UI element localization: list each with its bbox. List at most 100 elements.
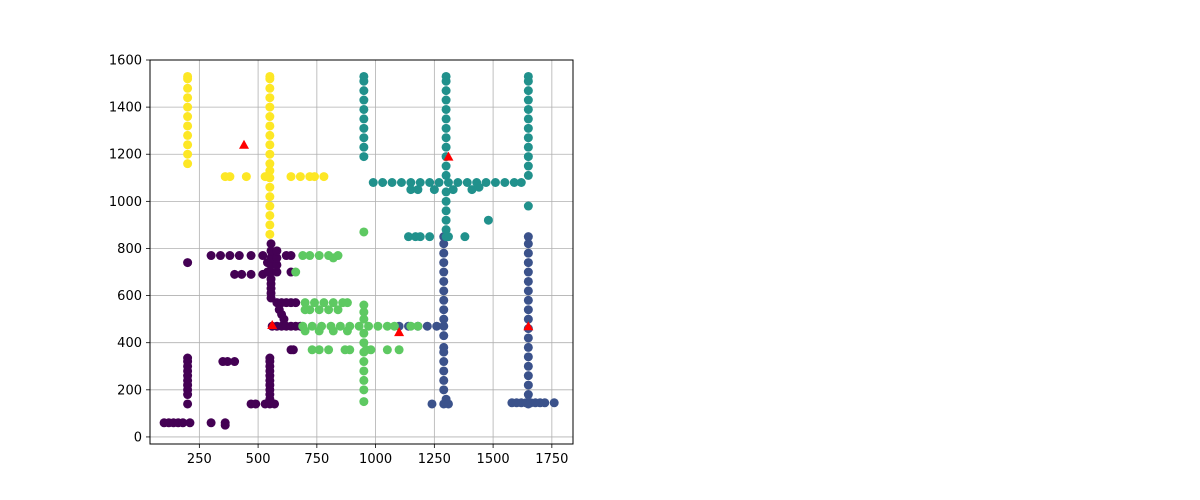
scatter-point bbox=[225, 172, 235, 182]
scatter-point bbox=[183, 102, 193, 112]
scatter-point bbox=[272, 253, 282, 263]
scatter-point bbox=[335, 321, 345, 331]
y-tick-label: 1000 bbox=[109, 195, 142, 210]
centroid-marker bbox=[523, 321, 534, 331]
scatter-point bbox=[509, 178, 519, 188]
scatter-point bbox=[523, 152, 533, 162]
x-tick-label: 1250 bbox=[418, 452, 451, 467]
scatter-point bbox=[272, 260, 282, 270]
scatter-point bbox=[300, 298, 310, 308]
centroid-marker bbox=[267, 320, 278, 330]
scatter-point bbox=[396, 178, 406, 188]
scatter-point bbox=[298, 251, 308, 261]
scatter-point bbox=[359, 123, 369, 133]
scatter-point bbox=[206, 251, 216, 261]
scatter-point bbox=[328, 326, 338, 336]
scatter-point bbox=[230, 269, 240, 279]
scatter-point bbox=[453, 178, 463, 188]
scatter-point bbox=[443, 178, 453, 188]
scatter-point bbox=[265, 159, 275, 169]
scatter-point bbox=[406, 178, 416, 188]
scatter-point bbox=[422, 321, 432, 331]
scatter-point bbox=[300, 326, 310, 336]
scatter-point bbox=[439, 375, 449, 385]
scatter-point bbox=[265, 220, 275, 230]
scatter-point bbox=[307, 321, 317, 331]
scatter-point bbox=[319, 298, 329, 308]
scatter-point bbox=[305, 251, 315, 261]
scatter-point bbox=[441, 104, 451, 114]
scatter-point bbox=[413, 321, 423, 331]
scatter-point bbox=[406, 321, 416, 331]
centroid-marker bbox=[443, 151, 454, 161]
scatter-point bbox=[359, 397, 369, 407]
scatter-point bbox=[523, 123, 533, 133]
scatter-point bbox=[516, 178, 526, 188]
scatter-point bbox=[523, 361, 533, 371]
scatter-point bbox=[523, 267, 533, 277]
scatter-point bbox=[441, 215, 451, 225]
scatter-point bbox=[378, 178, 388, 188]
scatter-point bbox=[266, 239, 276, 249]
scatter-point bbox=[345, 345, 355, 355]
scatter-point bbox=[523, 114, 533, 124]
scatter-point bbox=[359, 385, 369, 395]
scatter-point bbox=[462, 178, 472, 188]
scatter-point bbox=[523, 286, 533, 296]
scatter-point bbox=[359, 227, 369, 237]
scatter-point bbox=[265, 192, 275, 202]
scatter-point bbox=[260, 172, 270, 182]
scatter-point bbox=[324, 345, 334, 355]
scatter-point bbox=[500, 178, 510, 188]
scatter-point bbox=[310, 298, 319, 308]
scatter-point bbox=[310, 172, 319, 182]
scatter-point bbox=[220, 420, 230, 430]
scatter-point bbox=[366, 345, 376, 355]
scatter-point bbox=[439, 305, 449, 315]
scatter-point bbox=[183, 399, 193, 409]
scatter-point bbox=[314, 345, 324, 355]
scatter-point bbox=[359, 71, 369, 81]
scatter-point bbox=[183, 140, 193, 150]
scatter-point bbox=[523, 276, 533, 286]
scatter-point bbox=[216, 251, 225, 261]
scatter-point bbox=[288, 345, 298, 355]
scatter-point bbox=[441, 196, 451, 206]
scatter-point bbox=[286, 172, 296, 182]
scatter-point bbox=[439, 366, 449, 376]
scatter-point bbox=[382, 321, 392, 331]
scatter-point bbox=[540, 398, 550, 408]
scatter-point bbox=[359, 86, 369, 96]
x-tick-label: 1500 bbox=[477, 452, 510, 467]
scatter-point bbox=[523, 86, 533, 96]
scatter-point bbox=[295, 172, 305, 182]
scatter-point bbox=[523, 258, 533, 268]
scatter-point bbox=[523, 161, 533, 171]
x-tick-label: 250 bbox=[187, 452, 212, 467]
scatter-point bbox=[237, 269, 247, 279]
scatter-point bbox=[183, 159, 193, 169]
scatter-point bbox=[523, 305, 533, 315]
scatter-point bbox=[265, 201, 275, 211]
scatter-point bbox=[439, 286, 449, 296]
scatter-point bbox=[523, 142, 533, 152]
scatter-point bbox=[265, 149, 275, 159]
scatter-point bbox=[490, 178, 500, 188]
scatter-point bbox=[183, 130, 193, 140]
scatter-point bbox=[439, 331, 449, 341]
scatter-point bbox=[441, 187, 451, 197]
scatter-point bbox=[404, 232, 413, 242]
scatter-point bbox=[441, 161, 451, 171]
y-tick-label: 1200 bbox=[109, 148, 142, 163]
scatter-point bbox=[483, 215, 493, 225]
scatter-point bbox=[342, 298, 352, 308]
data-points bbox=[159, 71, 559, 430]
scatter-point bbox=[415, 178, 425, 188]
scatter-point bbox=[265, 140, 275, 150]
scatter-point bbox=[206, 418, 216, 428]
scatter-point bbox=[324, 305, 334, 315]
scatter-point bbox=[234, 251, 244, 261]
scatter-point bbox=[265, 210, 275, 220]
scatter-point bbox=[225, 251, 235, 261]
